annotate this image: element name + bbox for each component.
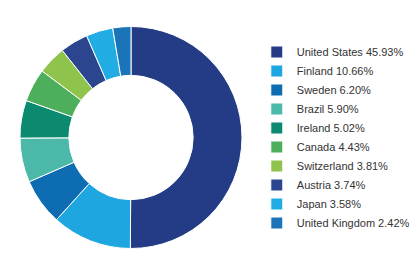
svg-text:Japan 3.58%: Japan 3.58%	[297, 198, 361, 210]
svg-text:United States 45.93%: United States 45.93%	[297, 46, 404, 58]
svg-text:Canada 4.43%: Canada 4.43%	[297, 141, 370, 153]
svg-text:Ireland 5.02%: Ireland 5.02%	[297, 122, 365, 134]
svg-text:United Kingdom 2.42%: United Kingdom 2.42%	[297, 217, 410, 229]
svg-text:Switzerland 3.81%: Switzerland 3.81%	[297, 160, 388, 172]
svg-text:Brazil 5.90%: Brazil 5.90%	[297, 103, 359, 115]
svg-text:Sweden 6.20%: Sweden 6.20%	[297, 84, 371, 96]
svg-text:Austria 3.74%: Austria 3.74%	[297, 179, 366, 191]
svg-text:Finland 10.66%: Finland 10.66%	[297, 65, 374, 77]
